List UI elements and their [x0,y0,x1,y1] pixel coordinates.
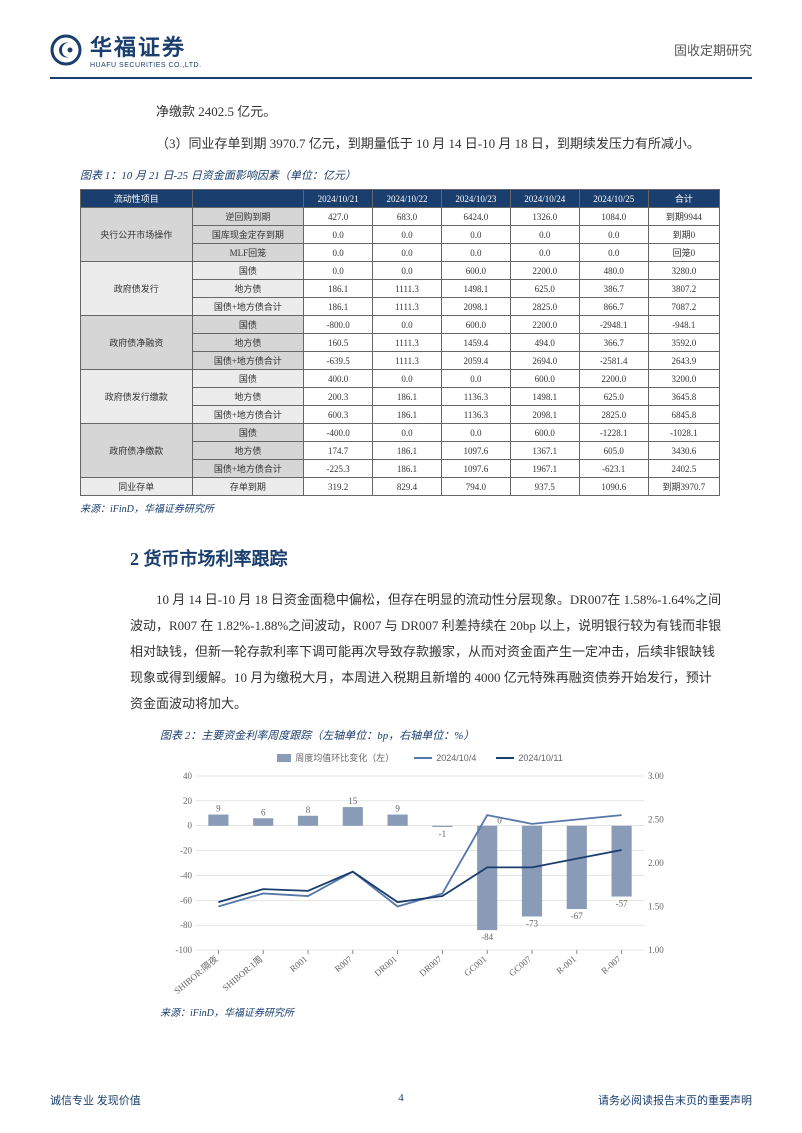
page-footer: 诚信专业 发现价值 4 请务必阅读报告末页的重要声明 [50,1092,752,1108]
svg-text:SHIBOR:1周: SHIBOR:1周 [221,954,265,993]
svg-text:-1: -1 [439,829,447,839]
logo-icon [50,34,82,66]
header-category: 固收定期研究 [674,40,752,59]
svg-text:R-007: R-007 [599,954,623,976]
svg-text:-80: -80 [180,920,192,930]
svg-text:-60: -60 [180,895,192,905]
svg-text:R001: R001 [288,954,309,974]
svg-text:6: 6 [261,807,266,817]
svg-text:DR007: DR007 [417,954,444,979]
svg-text:0: 0 [188,821,193,831]
chart-legend: 周度均值环比变化（左） 2024/10/4 2024/10/11 [160,751,680,764]
svg-text:R-001: R-001 [554,954,578,976]
logo-text-cn: 华福证券 [90,30,202,62]
legend-line1-icon [414,757,432,759]
svg-text:SHIBOR:隔夜: SHIBOR:隔夜 [172,953,220,996]
svg-text:40: 40 [183,771,193,781]
logo-text-en: HUAFU SECURITIES CO.,LTD. [90,62,202,69]
svg-text:-57: -57 [616,899,628,909]
svg-text:R007: R007 [333,954,355,975]
figure-2-title: 图表 2：主要资金利率周度跟踪（左轴单位：bp，右轴单位：%） [160,727,752,743]
svg-text:2.00: 2.00 [648,858,664,868]
svg-text:9: 9 [216,804,221,814]
svg-text:-67: -67 [571,911,583,921]
footer-right: 请务必阅读报告末页的重要声明 [598,1092,752,1108]
legend-line1-label: 2024/10/4 [436,753,476,763]
svg-text:1.50: 1.50 [648,902,664,912]
svg-text:1.00: 1.00 [648,945,664,955]
svg-text:15: 15 [348,796,358,806]
svg-text:-100: -100 [176,945,193,955]
svg-text:3.00: 3.00 [648,771,664,781]
svg-text:GC007: GC007 [507,954,534,979]
svg-text:DR001: DR001 [373,954,399,978]
svg-text:9: 9 [395,804,400,814]
legend-line2-label: 2024/10/11 [518,753,562,763]
page-header: 华福证券 HUAFU SECURITIES CO.,LTD. 固收定期研究 [50,30,752,79]
para-3: 10 月 14 日-10 月 18 日资金面稳中偏松，但存在明显的流动性分层现象… [130,587,722,717]
svg-text:-40: -40 [180,870,192,880]
figure-1-title: 图表 1：10 月 21 日-25 日资金面影响因素（单位：亿元） [80,167,752,183]
para-1: 净缴款 2402.5 亿元。 [130,99,722,125]
chart-2: 周度均值环比变化（左） 2024/10/4 2024/10/11 -100 -80… [160,751,680,1000]
svg-text:GC001: GC001 [462,954,488,978]
svg-text:2.50: 2.50 [648,815,664,825]
section-2-heading: 2 货币市场利率跟踪 [130,545,752,571]
svg-text:-73: -73 [526,918,538,928]
legend-bar-label: 周度均值环比变化（左） [295,751,394,764]
footer-page-number: 4 [398,1092,404,1104]
svg-text:-84: -84 [481,932,493,942]
legend-line2-icon [496,757,514,759]
footer-left: 诚信专业 发现价值 [50,1092,141,1108]
svg-text:20: 20 [183,796,193,806]
svg-text:-20: -20 [180,846,192,856]
figure-1-source: 来源：iFinD，华福证券研究所 [80,500,752,515]
legend-bar-icon [277,754,291,762]
figure-2-source: 来源：iFinD，华福证券研究所 [160,1004,752,1019]
para-2: （3）同业存单到期 3970.7 亿元，到期量低于 10 月 14 日-10 月… [130,131,722,157]
svg-text:8: 8 [306,805,311,815]
table-1: 流动性项目2024/10/212024/10/222024/10/232024/… [80,189,720,496]
logo: 华福证券 HUAFU SECURITIES CO.,LTD. [50,30,202,69]
